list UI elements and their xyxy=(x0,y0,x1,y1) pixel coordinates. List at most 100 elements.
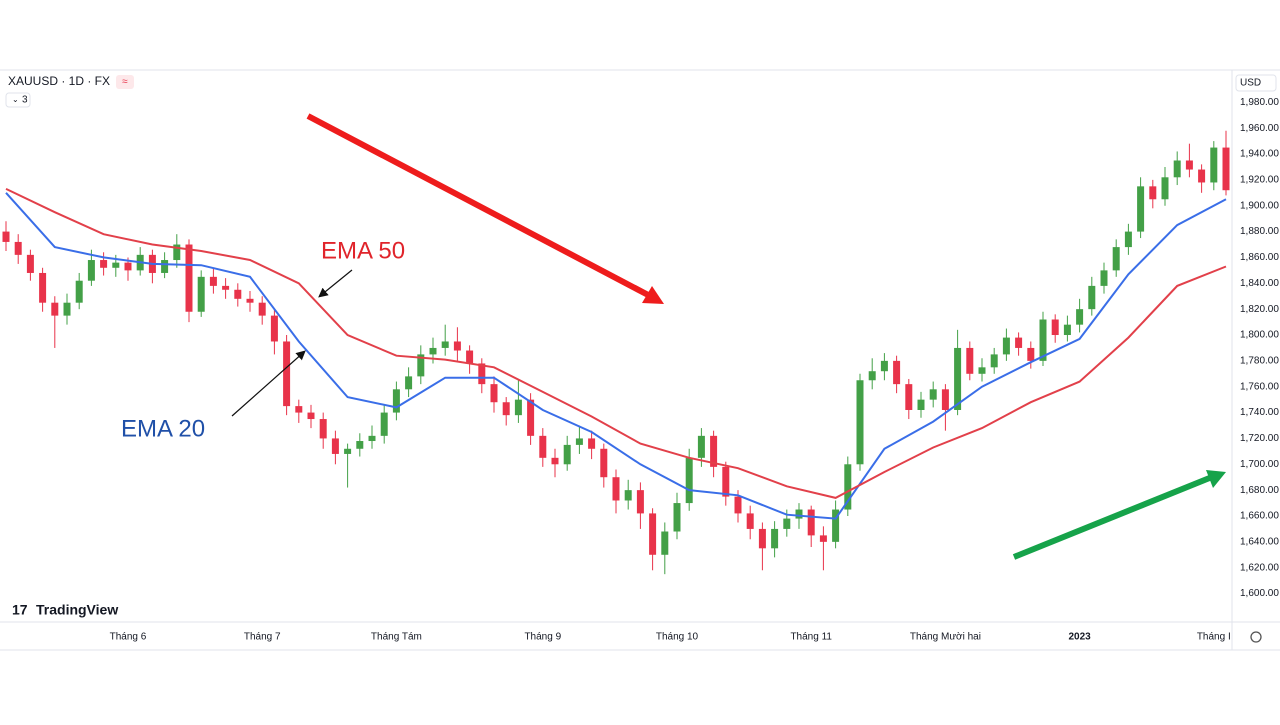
down-trend-arrow xyxy=(306,113,654,300)
candle-body xyxy=(575,438,583,445)
candle-body xyxy=(771,528,779,549)
candle-body xyxy=(441,341,449,348)
candle-body xyxy=(197,276,205,312)
candle-body xyxy=(1051,319,1059,336)
candle-body xyxy=(819,535,827,542)
down-trend-arrowhead xyxy=(642,286,664,304)
candle-body xyxy=(551,457,559,465)
candle-body xyxy=(954,347,962,410)
indicator-count[interactable]: 3 xyxy=(22,95,28,106)
candle-body xyxy=(600,448,608,478)
x-tick-label: 2023 xyxy=(1068,632,1091,643)
candle-body xyxy=(173,244,181,261)
candle-body xyxy=(26,254,34,273)
symbol[interactable]: XAUUSD · 1D · FX xyxy=(8,74,110,88)
y-tick-label: 1,660.00 xyxy=(1240,511,1279,522)
candle-body xyxy=(807,509,815,536)
candle-body xyxy=(1063,324,1071,336)
x-tick-label: Tháng Mười hai xyxy=(910,632,981,643)
candle-body xyxy=(319,419,327,439)
candle-body xyxy=(1149,186,1157,200)
x-tick-label: Tháng 11 xyxy=(790,632,832,643)
candle-body xyxy=(941,389,949,410)
candle-body xyxy=(697,435,705,458)
candle-body xyxy=(734,496,742,514)
y-tick-label: 1,960.00 xyxy=(1240,123,1279,134)
y-tick-label: 1,620.00 xyxy=(1240,562,1279,573)
candle-body xyxy=(527,399,535,436)
candle-body xyxy=(1173,160,1181,178)
ema50-label: EMA 50 xyxy=(321,237,405,264)
candle-body xyxy=(185,244,193,312)
candle-body xyxy=(978,367,986,374)
y-tick-label: 1,740.00 xyxy=(1240,407,1279,418)
ema20-pointer xyxy=(231,350,306,417)
candle-body xyxy=(1185,160,1193,170)
badge-icon: ≈ xyxy=(122,77,128,88)
candle-body xyxy=(392,389,400,413)
candle-body xyxy=(1027,347,1035,361)
candle-body xyxy=(417,354,425,377)
up-trend-arrowhead xyxy=(1206,470,1226,488)
ema-line xyxy=(5,187,1227,499)
y-tick-label: 1,840.00 xyxy=(1240,278,1279,289)
candle-body xyxy=(966,347,974,374)
ema-line xyxy=(5,192,1227,520)
candle-body xyxy=(124,262,132,271)
currency[interactable]: USD xyxy=(1240,78,1261,89)
y-tick-label: 1,800.00 xyxy=(1240,330,1279,341)
candle-body xyxy=(1222,147,1230,191)
candle-body xyxy=(880,360,888,372)
candle-body xyxy=(1210,147,1218,183)
y-tick-label: 1,900.00 xyxy=(1240,200,1279,211)
candle-body xyxy=(722,466,730,497)
candle-body xyxy=(783,518,791,529)
indicator-toggle[interactable] xyxy=(5,92,31,108)
candle-body xyxy=(380,412,388,436)
candle-body xyxy=(1088,285,1096,310)
candle-body xyxy=(429,347,437,355)
currency-box[interactable] xyxy=(1235,74,1277,92)
candle-body xyxy=(710,435,718,467)
candle-body xyxy=(234,289,242,299)
candle-body xyxy=(209,276,217,286)
y-tick-label: 1,680.00 xyxy=(1240,485,1279,496)
candle-body xyxy=(502,402,510,416)
y-tick-label: 1,980.00 xyxy=(1240,97,1279,108)
candle-body xyxy=(453,341,461,351)
candle-body xyxy=(649,513,657,555)
settings-icon[interactable] xyxy=(1250,631,1262,643)
candle-body xyxy=(588,438,596,449)
candle-body xyxy=(490,384,498,403)
candle-body xyxy=(295,406,303,413)
candle-body xyxy=(222,285,230,290)
y-tick-label: 1,760.00 xyxy=(1240,381,1279,392)
candle-body xyxy=(795,509,803,519)
candle-body xyxy=(990,354,998,368)
x-tick-label: Tháng 10 xyxy=(656,632,699,643)
x-tick-label: Tháng I xyxy=(1197,632,1231,643)
candle-body xyxy=(356,441,364,449)
candle-body xyxy=(478,363,486,385)
y-tick-label: 1,880.00 xyxy=(1240,226,1279,237)
candle-body xyxy=(258,302,266,316)
candle-body xyxy=(758,528,766,549)
candle-body xyxy=(1039,319,1047,361)
candle-body xyxy=(307,412,315,420)
candle-body xyxy=(331,438,339,454)
up-trend-arrow xyxy=(1012,474,1214,560)
candle-body xyxy=(636,490,644,514)
candle-body xyxy=(51,302,59,316)
candle-body xyxy=(2,231,10,242)
candle-body xyxy=(1198,169,1206,183)
logo: TradingView xyxy=(36,602,118,618)
candle-body xyxy=(405,376,413,390)
badge xyxy=(116,75,134,89)
x-tick-label: Tháng 6 xyxy=(110,632,147,643)
candle-body xyxy=(344,448,352,454)
candle-body xyxy=(917,399,925,410)
candle-body xyxy=(246,298,254,303)
candle-body xyxy=(75,280,83,303)
y-tick-label: 1,920.00 xyxy=(1240,175,1279,186)
